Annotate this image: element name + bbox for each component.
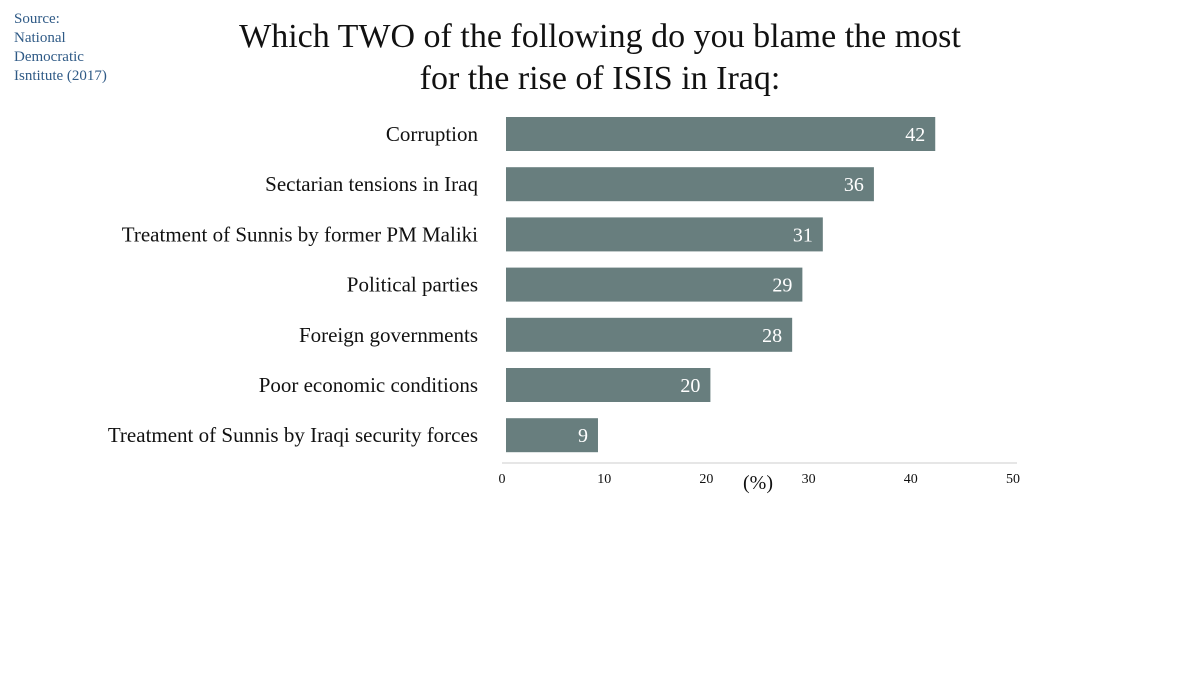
x-tick-label: 0: [499, 472, 506, 487]
category-label: Treatment of Sunnis by former PM Maliki: [122, 222, 478, 246]
category-label: Sectarian tensions in Iraq: [265, 172, 478, 196]
bar: [506, 117, 936, 151]
bar: [506, 368, 711, 402]
value-label: 20: [680, 375, 700, 397]
category-label: Poor economic conditions: [259, 373, 478, 397]
source-line: National: [14, 30, 66, 46]
source-note: Source: National Democratic Isntitute (2…: [14, 10, 164, 86]
category-label: Corruption: [386, 122, 479, 146]
bar: [506, 267, 803, 302]
source-line: Isntitute (2017): [14, 68, 107, 84]
chart-title: Which TWO of the following do you blame …: [200, 16, 1000, 100]
value-label: 28: [762, 325, 782, 347]
value-label: 42: [905, 124, 925, 146]
chart-title-line: for the rise of ISIS in Iraq:: [419, 60, 781, 97]
x-tick-label: 30: [802, 472, 816, 487]
chart-title-line: Which TWO of the following do you blame …: [239, 18, 961, 55]
category-label: Political parties: [347, 273, 478, 297]
bar: [506, 217, 823, 252]
value-label: 9: [578, 425, 588, 447]
bar: [506, 418, 598, 453]
bar: [506, 317, 793, 352]
category-label: Foreign governments: [299, 323, 478, 347]
x-tick-label: 20: [699, 472, 713, 487]
x-tick-label: 50: [1006, 472, 1020, 487]
source-line: Democratic: [14, 49, 84, 65]
bar: [506, 167, 874, 202]
value-label: 29: [772, 275, 792, 297]
value-label: 36: [844, 174, 864, 196]
source-line: Source:: [14, 11, 60, 27]
x-tick-label: 40: [904, 472, 918, 487]
x-axis-label: (%): [743, 472, 773, 494]
value-label: 31: [793, 224, 813, 246]
x-tick-label: 10: [597, 472, 611, 487]
category-label: Treatment of Sunnis by Iraqi security fo…: [108, 423, 478, 447]
